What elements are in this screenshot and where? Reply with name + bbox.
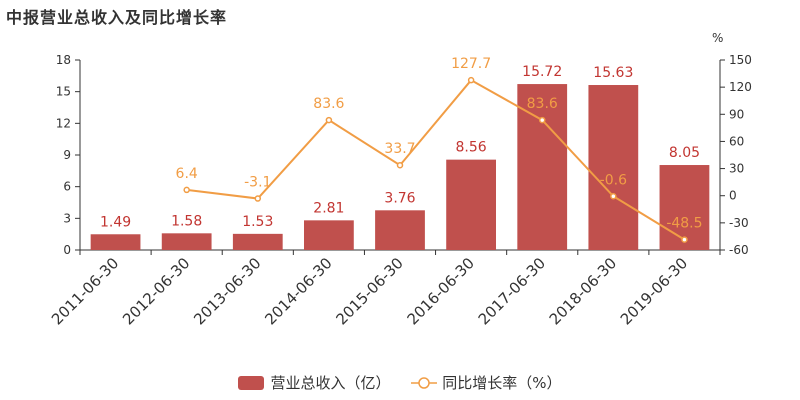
bar [304,220,354,250]
bar [232,233,283,250]
line-value-label: 127.7 [451,56,491,72]
chart-title: 中报营业总收入及同比增长率 [6,8,228,27]
y-left-tick-label: 3 [63,211,71,225]
legend-growth-label: 同比增长率（%） [442,374,562,392]
y-right-tick-label: -30 [729,216,749,230]
x-tick-label: 2019-06-30 [617,254,691,328]
bar-value-label: 15.72 [522,64,562,80]
line-point [183,186,190,194]
bar-value-label: 2.81 [313,200,344,216]
y-left-tick-label: 18 [56,53,71,67]
bar-value-label: 1.49 [100,214,131,230]
y-right-tick-label: -60 [729,243,749,257]
x-tick-label: 2014-06-30 [261,254,335,328]
line-series-group [183,76,688,243]
y-left-tick-label: 6 [63,180,71,194]
bar-value-label: 3.76 [384,190,415,206]
line-value-label: -0.6 [600,172,627,188]
line-point [325,116,333,124]
y-right-tick-label: 30 [729,162,744,176]
legend-bar-swatch [238,375,265,390]
bar-value-label: 8.05 [669,145,700,161]
y-right-tick-label: 60 [729,134,744,148]
y-left-tick-label: 9 [63,148,71,162]
bar [161,233,212,250]
y-left-tick-label: 0 [63,243,71,257]
x-tick-label: 2016-06-30 [404,254,478,328]
y-right-tick-label: 90 [729,107,744,121]
y-left-tick-label: 12 [56,116,71,130]
line-point [254,195,262,202]
line-value-label: 83.6 [527,96,558,112]
bar [90,234,141,250]
line-value-label: -3.1 [244,175,271,191]
x-tick-label: 2012-06-30 [119,254,193,328]
bar-value-label: 1.58 [171,213,202,229]
growth-rate-line [186,78,685,241]
y-right-tick-label: 120 [729,80,752,94]
axes-group: 0 3 6 9 12 15 18 -60 -30 0 30 60 90 120 150% 2011-06-30… [48,31,752,328]
y-right-tick-label: 150 [729,53,752,67]
data-labels-group: 1.49 1.58 1.53 2.81 3.76 8.56 15.72 15.63 8.05 6.… [100,56,703,231]
legend-item-growth[interactable]: 同比增长率（%） [411,372,562,393]
line-value-label: 83.6 [313,96,344,112]
y-right-tick-label: 0 [729,189,737,203]
bar [588,85,639,251]
y-right-unit-label: % [712,31,723,45]
bar [446,159,496,250]
bar [659,165,710,250]
line-point [396,161,404,169]
legend-item-revenue[interactable]: 营业总收入（亿） [238,372,390,393]
line-point [538,116,546,124]
legend: 营业总收入（亿） 同比增长率（%） [0,372,800,394]
bar-value-label: 1.53 [242,214,273,230]
x-tick-label: 2011-06-30 [48,254,122,328]
legend-line-swatch [411,376,438,389]
bar-series-group [90,84,710,251]
line-value-label: 6.4 [176,166,198,182]
y-left-tick-label: 15 [56,85,71,99]
line-value-label: 33.7 [384,141,415,157]
bar-value-label: 15.63 [593,65,633,81]
line-point [681,236,688,243]
x-tick-label: 2018-06-30 [546,254,620,328]
x-tick-label: 2017-06-30 [475,254,549,328]
line-value-label: -48.5 [666,216,702,232]
bar-value-label: 8.56 [456,140,487,156]
x-tick-label: 2015-06-30 [332,254,406,328]
x-tick-label: 2013-06-30 [190,254,264,328]
bar [375,210,425,250]
line-point [467,76,475,84]
legend-revenue-label: 营业总收入（亿） [270,374,391,392]
line-point [610,193,617,200]
